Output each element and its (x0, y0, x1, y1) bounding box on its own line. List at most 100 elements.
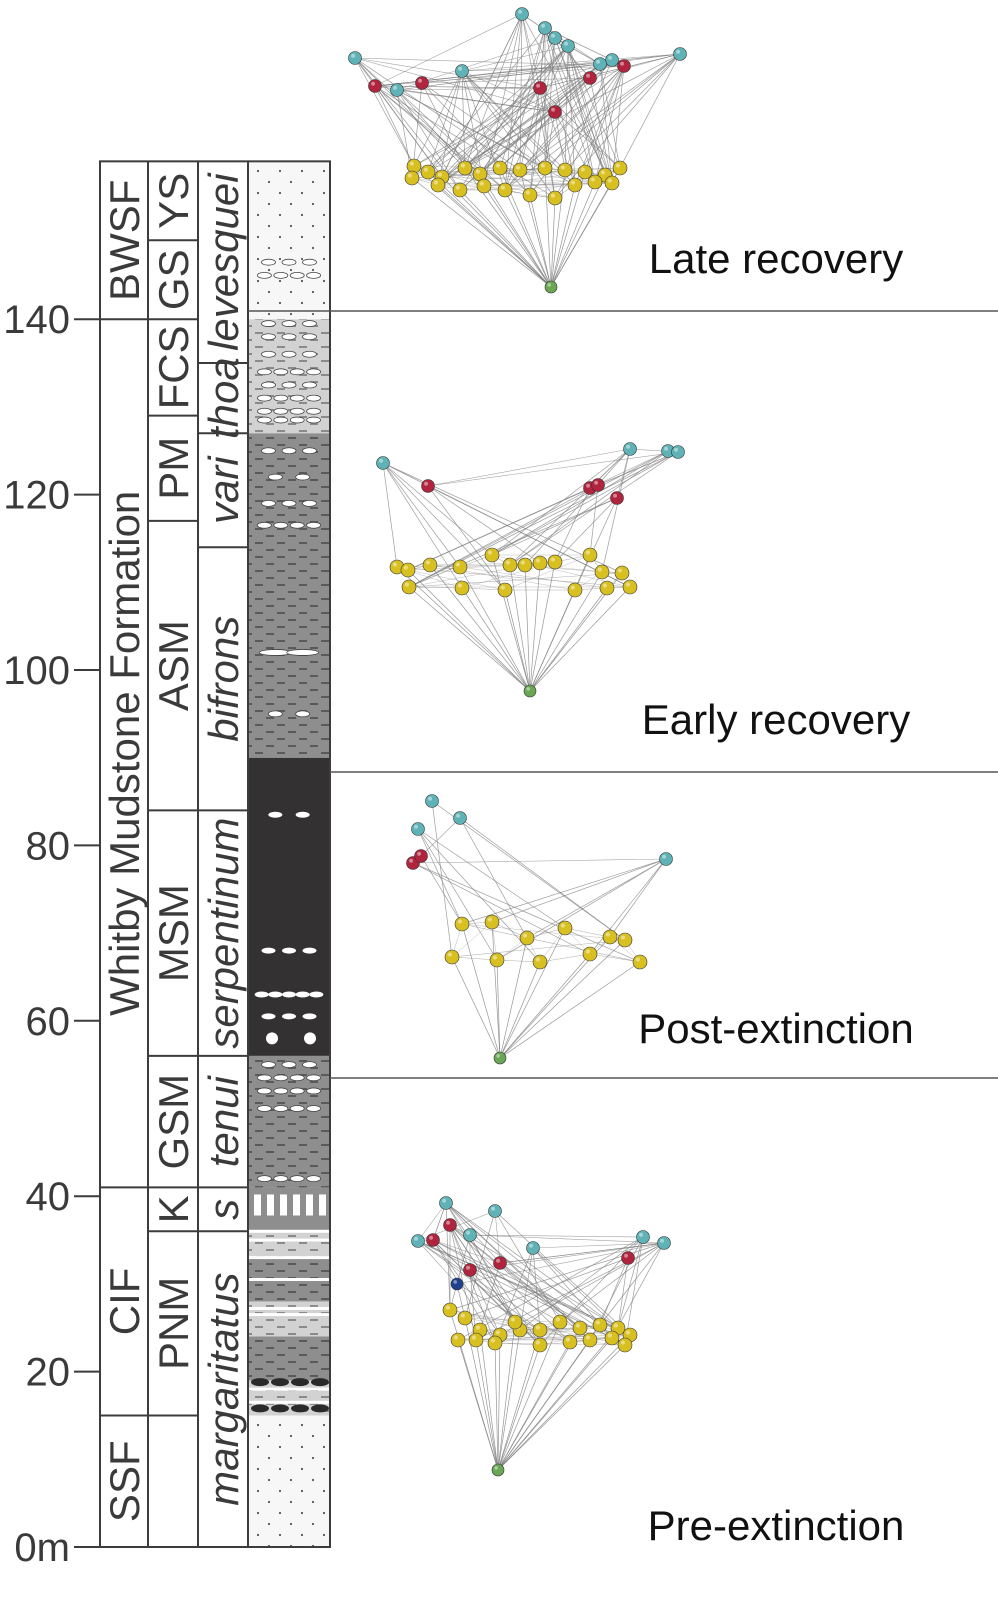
bed-line (248, 1278, 330, 1282)
species-node (492, 160, 508, 176)
species-node (610, 491, 624, 505)
trophic-link (354, 57, 481, 175)
concretion-lens (295, 473, 311, 481)
species-node (484, 914, 500, 930)
trophic-link (427, 451, 679, 487)
concretion-lens (289, 521, 305, 529)
node-highlight (626, 444, 630, 449)
trophic-link (459, 566, 608, 589)
trophic-link (461, 53, 681, 72)
trophic-link (461, 858, 667, 925)
species-node (567, 582, 583, 598)
member-label: MSM (150, 884, 197, 982)
trophic-link (408, 497, 618, 588)
trophic-link (524, 564, 531, 692)
node-highlight (575, 1323, 581, 1328)
concretion-lens (273, 1087, 289, 1095)
trophic-link (429, 564, 531, 692)
trophic-link (420, 855, 463, 925)
trophic-link (567, 45, 613, 184)
node-highlight (515, 165, 521, 170)
trophic-link (519, 1236, 644, 1331)
trophic-link (464, 1210, 496, 1319)
node-highlight (620, 61, 624, 66)
trophic-link (529, 562, 541, 692)
trophic-link (499, 927, 566, 1059)
trophic-link (491, 448, 631, 556)
trophic-link (382, 462, 493, 556)
banded-block (280, 1194, 287, 1216)
node-highlight (635, 957, 641, 962)
trophic-link (354, 57, 556, 113)
node-highlight (475, 169, 480, 174)
trophic-link (554, 37, 613, 184)
concretion-lens (261, 447, 276, 455)
trophic-link (469, 1234, 665, 1244)
node-highlight (529, 1243, 533, 1248)
node-highlight (495, 1330, 500, 1335)
node-highlight (580, 167, 586, 172)
axis-tick-label: 20 (26, 1351, 71, 1395)
trophic-link (567, 45, 596, 183)
species-node (617, 932, 633, 948)
axis-tick-label: 80 (26, 824, 71, 868)
trophic-link (374, 85, 415, 167)
concretion-lens (256, 1087, 272, 1095)
node-highlight (351, 53, 355, 58)
concretion-lens (268, 991, 283, 998)
concretion-lens (267, 473, 283, 481)
trophic-link (499, 937, 528, 1059)
trophic-link (413, 59, 613, 167)
food-web-networks (348, 7, 687, 1477)
node-highlight (540, 163, 546, 168)
species-node (547, 190, 563, 206)
node-highlight (429, 1235, 433, 1240)
trophic-link (417, 828, 498, 961)
node-highlight (535, 957, 541, 962)
concretion-lens (256, 407, 272, 415)
species-node (523, 684, 537, 698)
concretion-lens (273, 1074, 289, 1082)
trophic-link (437, 45, 569, 186)
concretion-lens (261, 258, 276, 266)
trophic-link (412, 862, 591, 955)
trophic-link (427, 45, 569, 173)
trophic-link (499, 939, 626, 1059)
node-highlight (496, 1258, 500, 1263)
trophic-link (539, 87, 556, 199)
node-highlight (490, 1338, 495, 1343)
species-node (491, 1463, 505, 1477)
member-label: K (150, 1195, 197, 1223)
trophic-link (449, 1234, 471, 1311)
species-node (594, 564, 610, 580)
concretion-lens (306, 1074, 322, 1082)
banded-block (319, 1194, 326, 1216)
node-highlight (605, 932, 611, 937)
node-highlight (455, 185, 460, 190)
formation-label: Whitby Mudstone Formation (101, 491, 148, 1016)
trophic-link (374, 85, 556, 199)
concretion-lens (306, 416, 322, 424)
trophic-link (459, 189, 552, 288)
species-node (605, 53, 619, 67)
network-post-extinction (406, 794, 673, 1065)
species-node (390, 83, 404, 97)
trophic-link (427, 485, 506, 591)
node-highlight (608, 55, 612, 60)
trophic-link (491, 451, 679, 556)
trophic-link (529, 561, 556, 692)
formation-label: BWSF (101, 180, 148, 301)
node-highlight (456, 813, 460, 818)
node-highlight (550, 557, 556, 562)
species-node (532, 1322, 548, 1338)
trophic-link (417, 1202, 447, 1242)
node-highlight (409, 161, 414, 166)
concretion-lens (281, 258, 297, 266)
trophic-link (499, 961, 541, 1059)
concretion-lens (261, 499, 276, 507)
node-highlight (594, 480, 598, 485)
species-node (604, 175, 620, 191)
trophic-link (449, 1309, 516, 1323)
ammonite-zone-label: vari (200, 455, 247, 524)
